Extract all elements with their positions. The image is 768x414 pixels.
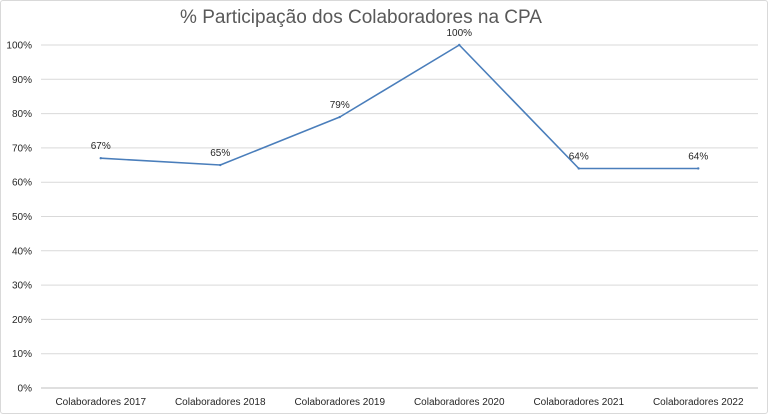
x-category-label: Colaboradores 2022 — [653, 397, 744, 408]
x-category-label: Colaboradores 2020 — [414, 397, 505, 408]
y-axis-ticks: 0% 10% 20% 30% 40% 50% 60% 70% 80% 90% 100% — [6, 41, 32, 395]
y-tick-label: 40% — [12, 246, 32, 257]
x-category-label: Colaboradores 2018 — [175, 397, 266, 408]
x-category-label: Colaboradores 2021 — [533, 397, 624, 408]
data-point — [697, 167, 700, 170]
data-label: 67% — [91, 141, 111, 152]
data-point — [99, 156, 102, 160]
data-label: 64% — [569, 151, 589, 162]
y-tick-label: 70% — [12, 143, 32, 154]
data-point — [338, 115, 341, 119]
y-tick-label: 90% — [12, 75, 32, 86]
y-tick-label: 100% — [6, 41, 32, 52]
series-group — [99, 43, 700, 170]
data-label: 64% — [688, 151, 708, 162]
data-point — [458, 43, 461, 47]
data-labels: 67% 65% 79% 100% 64% 64% — [91, 28, 709, 162]
chart-title: % Participação dos Colaboradores na CPA — [180, 7, 542, 28]
data-label: 100% — [446, 28, 472, 39]
data-point — [577, 167, 580, 170]
data-label: 79% — [330, 100, 350, 111]
y-tick-label: 60% — [12, 178, 32, 189]
y-tick-label: 20% — [12, 315, 32, 326]
y-tick-label: 80% — [12, 109, 32, 120]
x-category-label: Colaboradores 2017 — [55, 397, 146, 408]
data-point — [219, 163, 222, 167]
x-category-label: Colaboradores 2019 — [294, 397, 385, 408]
y-tick-label: 10% — [12, 349, 32, 360]
series-line — [100, 44, 699, 170]
data-label: 65% — [210, 148, 230, 159]
gridlines — [41, 44, 758, 389]
y-tick-label: 30% — [12, 281, 32, 292]
y-tick-label: 50% — [12, 212, 32, 223]
y-tick-label: 0% — [18, 384, 33, 395]
x-axis-categories: Colaboradores 2017 Colaboradores 2018 Cola… — [55, 397, 744, 408]
